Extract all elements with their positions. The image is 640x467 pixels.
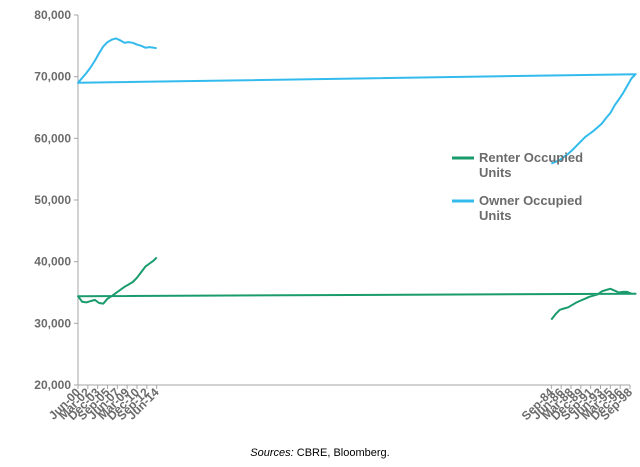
legend-label: Owner Occupied — [479, 193, 582, 208]
source-label: Sources: — [250, 447, 294, 459]
y-tick-label: 30,000 — [34, 316, 71, 330]
renter-occupied-series-line — [77, 256, 637, 321]
y-tick-label: 20,000 — [34, 378, 71, 392]
y-axis: 20,000 30,000 40,000 50,000 60,000 70,000 80,0… — [34, 8, 79, 392]
y-tick-label: 80,000 — [34, 8, 71, 22]
x-axis: Sep-84Jun-86Mar-88Dec-89Sep-91Jun-93Mar-… — [46, 384, 635, 423]
source-text: CBRE, Bloomberg. — [293, 447, 390, 459]
owner-occupied-series-line — [77, 37, 637, 165]
y-tick-label: 60,000 — [34, 131, 71, 145]
legend-label: Renter Occupied — [479, 150, 583, 165]
line-chart: 20,000 30,000 40,000 50,000 60,000 70,000 80,0… — [34, 8, 637, 423]
y-tick-label: 50,000 — [34, 193, 71, 207]
y-tick-label: 40,000 — [34, 255, 71, 269]
y-tick-label: 70,000 — [34, 70, 71, 84]
legend-label: Units — [479, 165, 512, 180]
source-note: Sources: CBRE, Bloomberg. — [0, 447, 640, 459]
series-layer — [77, 37, 637, 321]
legend-label: Units — [479, 208, 512, 223]
